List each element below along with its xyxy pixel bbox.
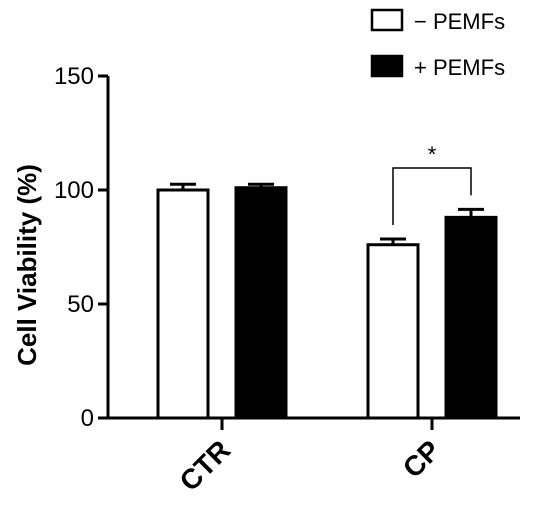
significance-annotations: * <box>392 142 472 226</box>
legend: − PEMFs + PEMFs <box>370 8 505 80</box>
bar-cp-minus-pemfs <box>366 243 420 420</box>
bar-ctr-plus-pemfs <box>234 186 288 420</box>
legend-label: − PEMFs <box>414 9 505 34</box>
legend-label: + PEMFs <box>414 55 505 80</box>
y-tick-label: 150 <box>54 63 94 90</box>
y-tick-label: 50 <box>67 291 94 318</box>
significance-bracket <box>392 167 472 226</box>
y-axis-label: Cell Viability (%) <box>12 164 42 366</box>
bar-ctr-minus-pemfs <box>156 188 210 420</box>
bars <box>156 186 498 420</box>
error-bars <box>170 182 484 245</box>
bar-cp-plus-pemfs <box>444 215 498 420</box>
legend-swatch <box>370 8 404 32</box>
significance-label: * <box>428 142 437 167</box>
legend-swatch <box>370 54 404 78</box>
y-tick-label: 0 <box>81 405 94 432</box>
y-tick-label: 100 <box>54 177 94 204</box>
x-tick-label: CP <box>397 434 446 483</box>
x-tick-label: CTR <box>174 434 237 497</box>
